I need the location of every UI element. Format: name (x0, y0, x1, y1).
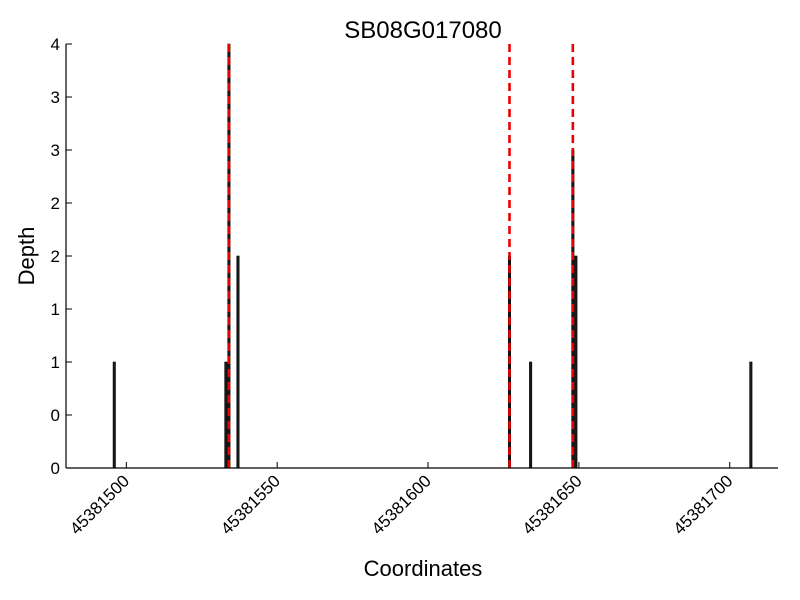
y-tick-label: 2 (51, 247, 60, 266)
y-tick-label: 4 (51, 35, 60, 54)
y-axis-ticks: 0 0 1 1 2 2 3 3 4 (51, 35, 72, 478)
depth-bar (749, 361, 753, 469)
y-tick-label: 0 (51, 406, 60, 425)
y-tick-label: 3 (51, 88, 60, 107)
depth-bar (224, 361, 228, 469)
y-tick-label: 1 (51, 300, 60, 319)
depth-bar (529, 361, 533, 469)
x-tick-label: 45381500 (66, 471, 133, 538)
y-axis-label: Depth (14, 227, 39, 286)
x-tick-label: 45381600 (368, 471, 435, 538)
depth-bar (574, 255, 578, 469)
depth-bar (236, 255, 240, 469)
x-tick-label: 45381550 (217, 471, 284, 538)
x-axis-ticks: 45381500 45381550 45381600 45381650 45381700 (66, 462, 737, 538)
y-tick-label: 3 (51, 141, 60, 160)
y-tick-label: 0 (51, 459, 60, 478)
x-tick-label: 45381650 (519, 471, 586, 538)
chart-title: SB08G017080 (344, 17, 501, 44)
y-tick-label: 1 (51, 353, 60, 372)
plot-area (65, 43, 778, 469)
depth-bar (112, 361, 116, 469)
x-axis-label: Coordinates (364, 556, 483, 581)
y-tick-label: 2 (51, 194, 60, 213)
x-tick-label: 45381700 (670, 471, 737, 538)
